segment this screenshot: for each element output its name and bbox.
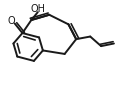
Text: OH: OH bbox=[30, 4, 45, 14]
Text: O: O bbox=[8, 16, 15, 26]
